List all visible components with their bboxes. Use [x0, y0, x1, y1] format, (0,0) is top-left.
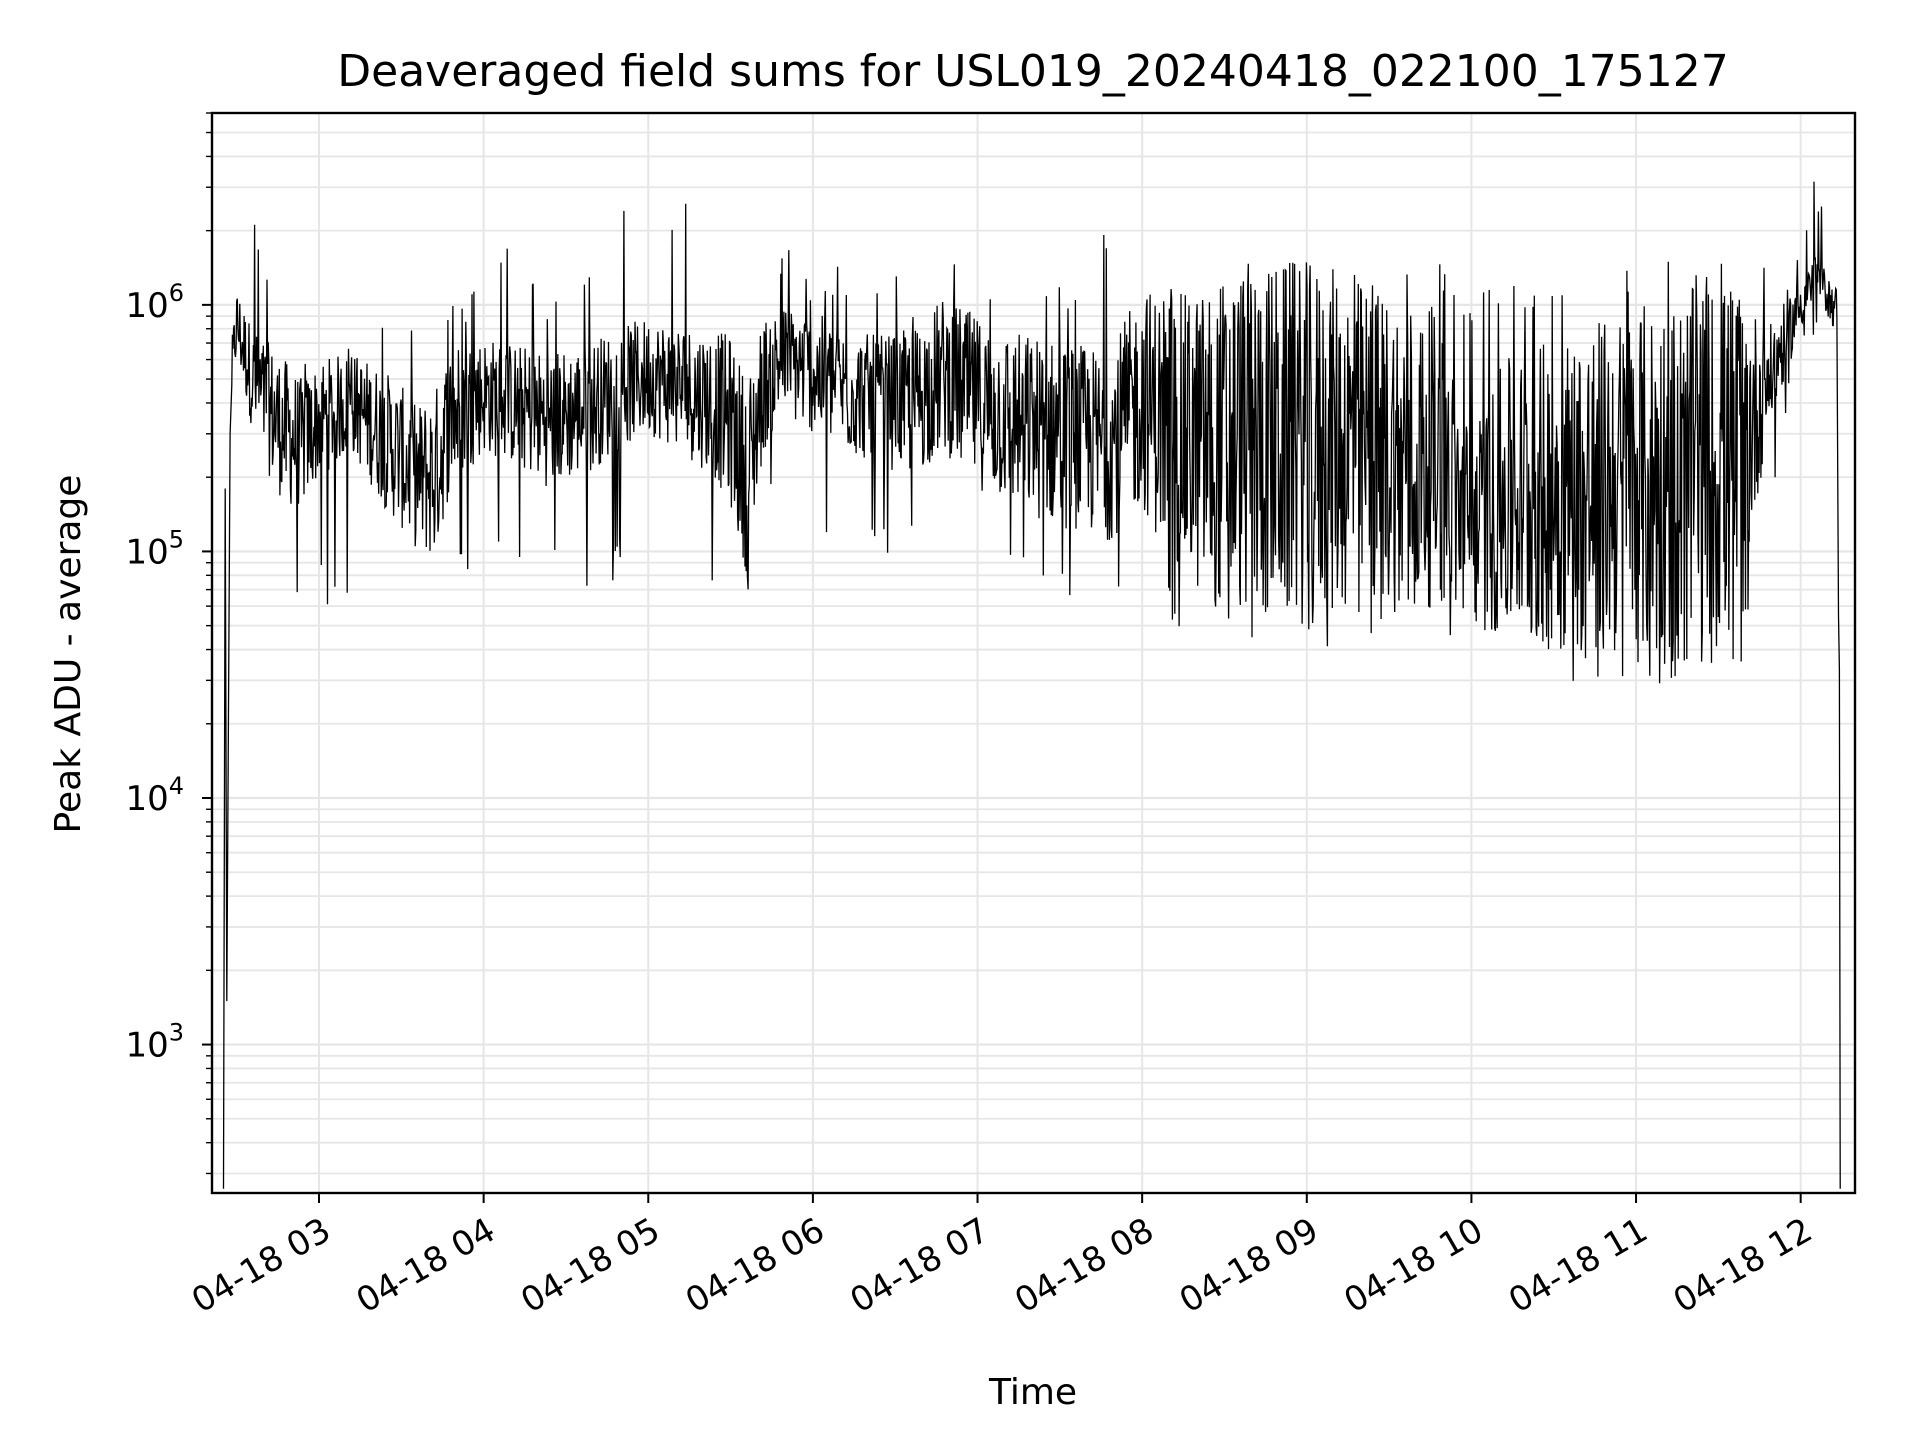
- y-tick-label: 106: [125, 279, 184, 326]
- series-line: [222, 181, 1841, 1189]
- y-tick-label: 103: [125, 1019, 184, 1066]
- y-tick-label: 104: [125, 772, 184, 819]
- y-axis-label: Peak ADU - average: [48, 475, 89, 834]
- y-tick-label: 105: [125, 525, 184, 572]
- x-axis-label: Time: [988, 1372, 1077, 1413]
- series-path: [222, 181, 1841, 1189]
- plot-frame: [210, 111, 1857, 1195]
- chart-title: Deaveraged field sums for USL019_2024041…: [337, 46, 1729, 97]
